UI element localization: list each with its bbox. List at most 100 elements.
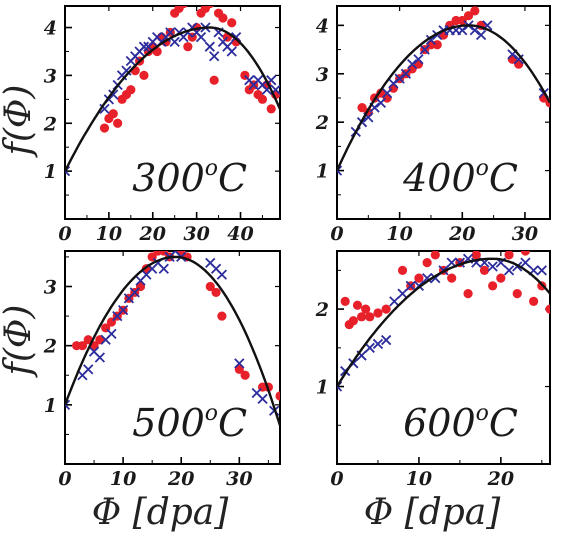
data-point-red-circle bbox=[218, 13, 228, 23]
data-point-red-circle bbox=[227, 18, 237, 28]
data-point-red-circle bbox=[520, 251, 531, 256]
data-point-red-circle bbox=[179, 6, 188, 9]
label-superscript: o bbox=[476, 401, 489, 426]
y-tick-label: 3 bbox=[44, 277, 57, 299]
data-point-red-circle bbox=[234, 364, 244, 374]
data-point-red-circle bbox=[496, 273, 506, 283]
data-point-red-circle bbox=[108, 109, 118, 119]
x-tick-label: 20 bbox=[448, 223, 475, 245]
data-point-red-circle bbox=[545, 304, 550, 314]
data-point-red-circle bbox=[340, 296, 350, 306]
plot-frame bbox=[336, 250, 551, 465]
data-point-red-circle bbox=[183, 42, 193, 52]
data-point-red-circle bbox=[205, 281, 215, 292]
data-point-blue-cross bbox=[230, 31, 242, 43]
data-point-red-circle bbox=[504, 251, 514, 260]
data-point-red-circle bbox=[240, 370, 250, 380]
y-tick-label: 2 bbox=[315, 299, 329, 321]
data-point-red-circle bbox=[382, 93, 392, 103]
data-point-blue-cross bbox=[121, 65, 132, 76]
y-tick-label: 2 bbox=[315, 112, 329, 134]
label-unit: C bbox=[489, 156, 518, 200]
data-point-red-circle bbox=[275, 391, 280, 401]
panel-temperature-label: 400oC bbox=[402, 156, 518, 200]
panel-temperature-label: 600oC bbox=[403, 401, 518, 445]
data-point-red-circle bbox=[414, 273, 424, 283]
data-point-red-circle bbox=[361, 304, 371, 314]
y-tick-label: 1 bbox=[316, 377, 329, 399]
data-point-red-circle bbox=[457, 15, 467, 26]
data-point-red-circle bbox=[373, 308, 383, 318]
data-point-red-circle bbox=[113, 118, 123, 128]
panel-temperature-label: 500oC bbox=[132, 401, 247, 445]
x-tick-label: 30 bbox=[183, 223, 209, 245]
data-point-blue-cross bbox=[204, 41, 215, 52]
fit-curve bbox=[337, 24, 550, 172]
data-point-red-circle bbox=[171, 240, 180, 249]
data-point-red-circle bbox=[470, 6, 480, 16]
data-point-red-circle bbox=[529, 296, 539, 306]
data-point-blue-cross bbox=[503, 265, 515, 276]
data-point-blue-cross bbox=[83, 364, 94, 375]
fit-curve bbox=[65, 255, 280, 426]
label-unit: C bbox=[218, 156, 247, 200]
label-value: 300 bbox=[132, 156, 205, 200]
plot-frame bbox=[64, 5, 281, 220]
data-point-blue-cross bbox=[158, 263, 169, 274]
data-point-blue-cross bbox=[257, 393, 268, 405]
data-point-blue-cross bbox=[475, 29, 487, 41]
data-point-blue-cross bbox=[94, 352, 106, 363]
plot-area bbox=[337, 6, 550, 176]
x-tick-label: 20 bbox=[167, 468, 194, 490]
data-point-blue-cross bbox=[169, 36, 180, 48]
data-point-blue-cross bbox=[388, 78, 399, 89]
data-point-blue-cross bbox=[394, 73, 405, 84]
data-point-blue-cross bbox=[381, 88, 393, 99]
data-point-red-circle bbox=[488, 281, 498, 291]
data-point-blue-cross bbox=[421, 272, 433, 284]
chart-panel-400: 0 10 20 30 1 2 3 4 400oC bbox=[315, 5, 551, 245]
y-tick-label: 2 bbox=[43, 336, 57, 358]
data-point-red-circle bbox=[388, 83, 398, 93]
chart-panel-500: 0 10 20 30 1 2 3 500oC bbox=[43, 240, 281, 490]
x-tick-label: 10 bbox=[96, 223, 122, 245]
data-point-red-circle bbox=[266, 104, 276, 114]
label-value: 500 bbox=[132, 401, 205, 445]
y-tick-label: 1 bbox=[44, 395, 57, 417]
data-point-blue-cross bbox=[117, 305, 129, 316]
data-point-blue-cross bbox=[413, 54, 424, 65]
data-point-blue-cross bbox=[407, 58, 418, 70]
data-point-red-circle bbox=[174, 6, 184, 13]
data-point-red-circle bbox=[77, 341, 88, 351]
x-axis-label-left: Φ [dpa] bbox=[92, 492, 230, 533]
data-point-red-circle bbox=[471, 251, 481, 260]
data-point-red-circle bbox=[397, 265, 408, 275]
data-point-red-circle bbox=[463, 289, 473, 299]
data-point-blue-cross bbox=[234, 358, 245, 369]
y-tick-label: 4 bbox=[316, 15, 329, 37]
y-tick-label: 1 bbox=[44, 161, 57, 183]
data-point-blue-cross bbox=[487, 261, 498, 272]
data-point-red-circle bbox=[479, 265, 490, 275]
y-tick-label: 1 bbox=[316, 161, 329, 183]
x-tick-label: 30 bbox=[226, 468, 252, 490]
data-point-blue-cross bbox=[165, 27, 176, 38]
data-point-blue-cross bbox=[129, 287, 140, 298]
x-axis-label-right: Φ [dpa] bbox=[364, 492, 502, 533]
data-point-blue-cross bbox=[405, 280, 416, 291]
label-superscript: o bbox=[205, 401, 218, 426]
y-axis-label-top: f(Φ) bbox=[0, 85, 39, 159]
data-point-blue-cross bbox=[400, 68, 412, 79]
data-point-blue-cross bbox=[375, 97, 386, 108]
data-point-red-circle bbox=[545, 98, 550, 108]
data-point-blue-cross bbox=[419, 44, 430, 55]
data-point-red-circle bbox=[357, 103, 367, 113]
x-tick-label: 40 bbox=[227, 223, 253, 245]
data-point-blue-cross bbox=[337, 165, 343, 176]
x-tick-label: 20 bbox=[487, 468, 514, 490]
x-tick-label: 20 bbox=[139, 223, 166, 245]
fit-curve bbox=[65, 26, 280, 172]
fit-curve bbox=[337, 257, 550, 388]
